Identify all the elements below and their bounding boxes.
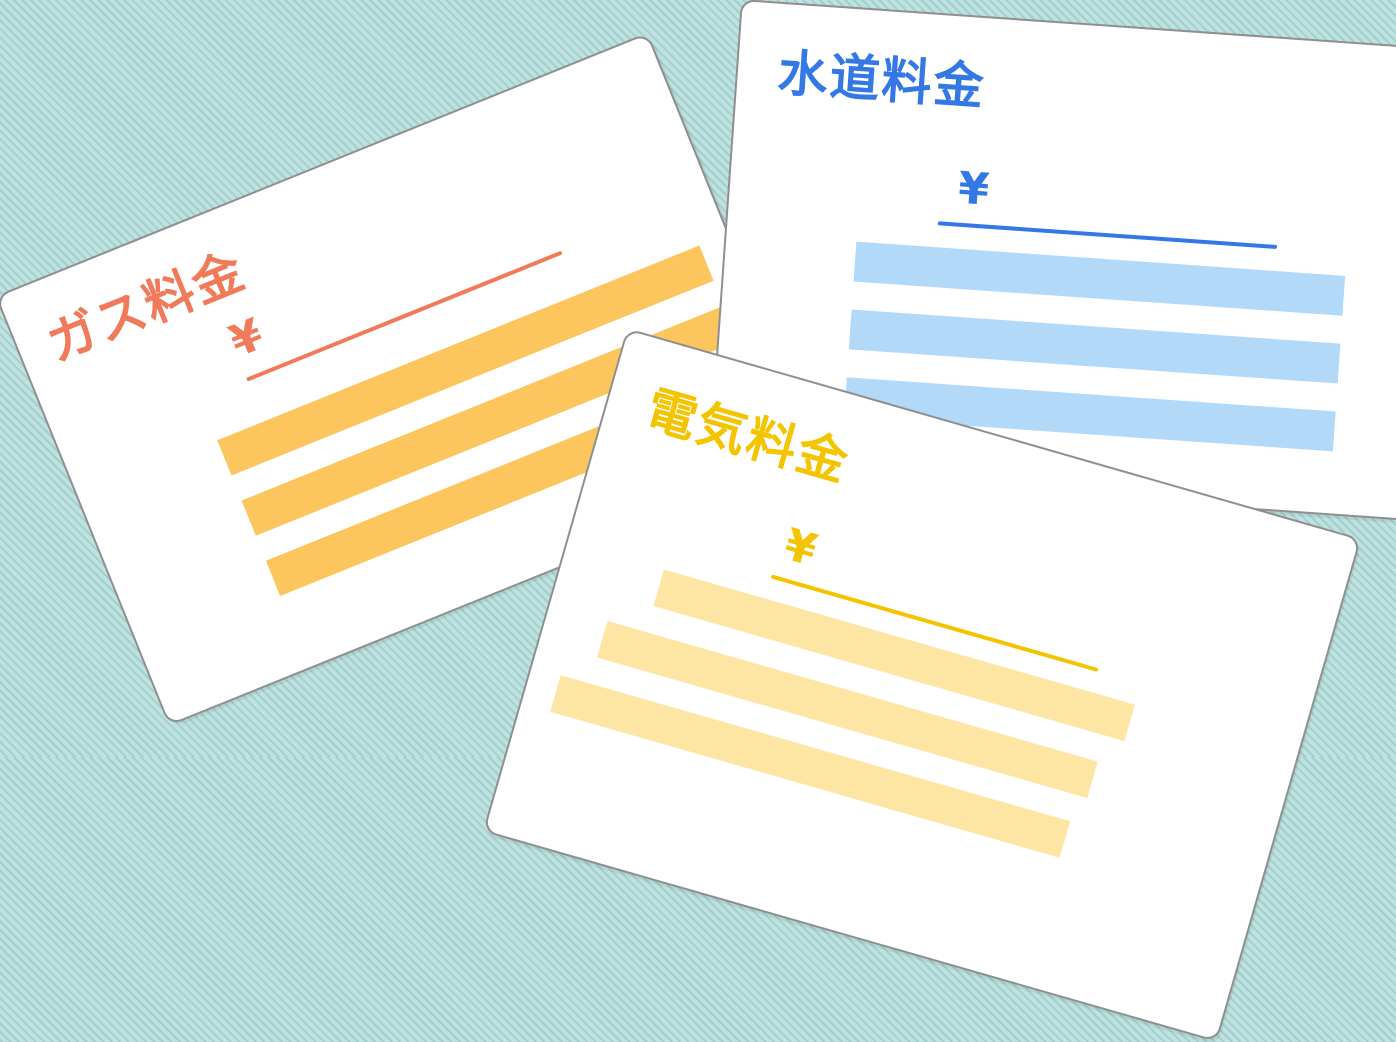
water-bill-yen-sign: ¥ (956, 162, 991, 216)
gas-bill-amount-underline (245, 250, 563, 382)
water-bill-amount-underline (937, 221, 1278, 249)
electricity-bill-yen-sign: ¥ (778, 519, 823, 577)
gas-bill-title: ガス料金 (38, 241, 254, 374)
water-bill-detail-line (848, 309, 1341, 384)
water-bill-detail-line (853, 241, 1346, 316)
water-bill-title: 水道料金 (775, 43, 988, 117)
electricity-bill-title: 電気料金 (639, 379, 856, 494)
gas-bill-yen-sign: ¥ (222, 308, 271, 368)
